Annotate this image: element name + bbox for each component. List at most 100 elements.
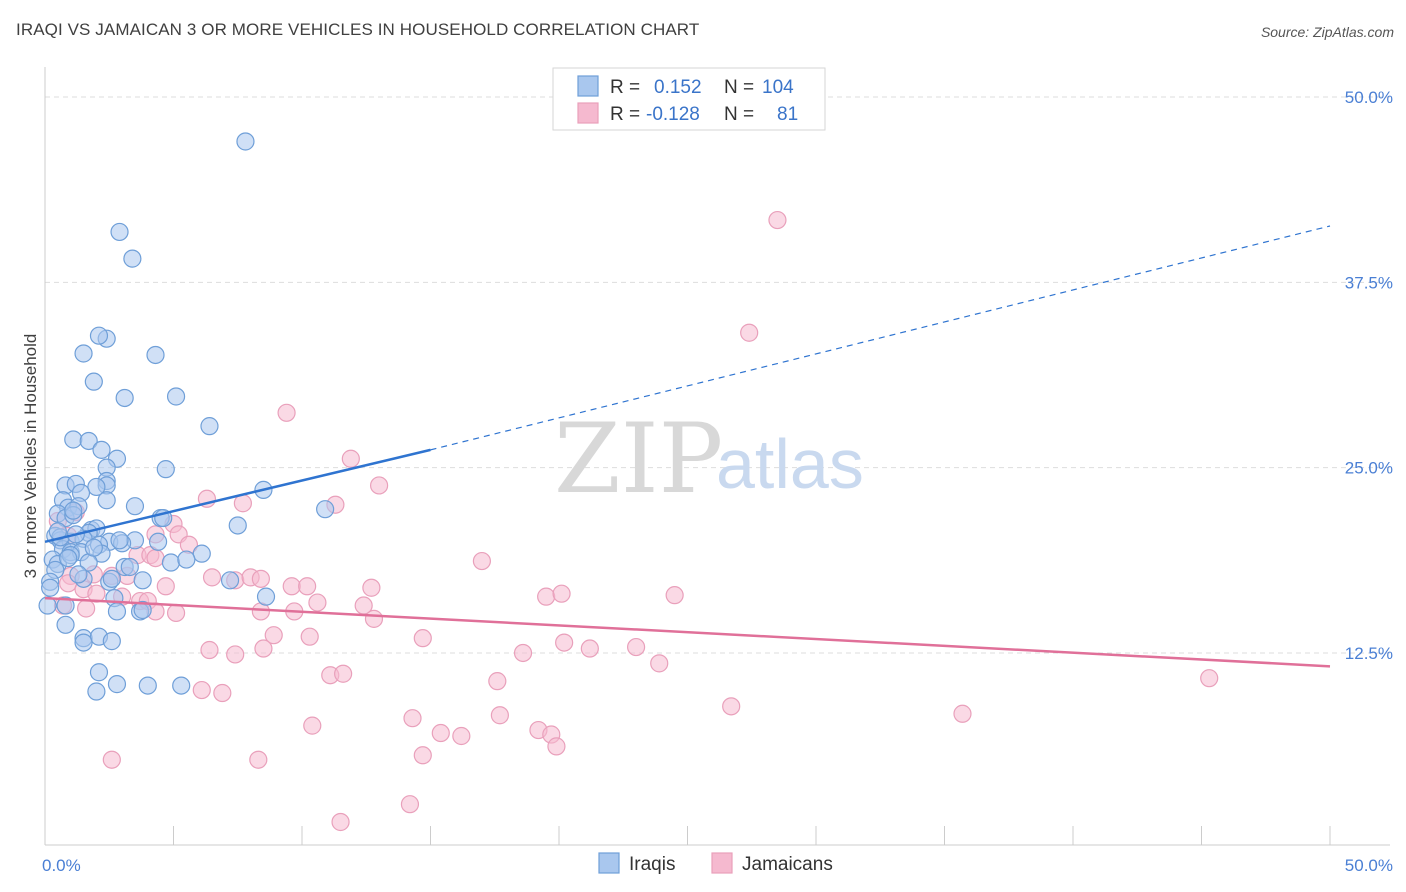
iraqi-point <box>148 532 168 551</box>
legend-n-label-jamaican: N = <box>724 104 754 125</box>
gridlines <box>45 96 1390 654</box>
jamaican-point <box>490 706 509 725</box>
iraqi-point <box>220 571 240 590</box>
iraqi-point <box>69 565 88 584</box>
iraqi-point <box>87 477 106 497</box>
jamaican-point <box>431 723 450 743</box>
source-label: Source: ZipAtlas.com <box>1260 24 1394 40</box>
jamaican-point <box>552 584 571 603</box>
iraqi-point <box>110 222 129 242</box>
jamaican-point <box>264 626 283 645</box>
jamaican-point <box>282 577 301 596</box>
trend-lines <box>44 225 1331 668</box>
watermark-zip: ZIP <box>554 403 723 515</box>
correlation-legend: R = 0.152 N = 104 R = -0.128 N = 81 <box>552 67 826 131</box>
bottom-legend-swatch-jamaicans <box>711 852 733 874</box>
x-tick-label-1: 50.0% <box>1345 856 1393 875</box>
jamaican-point <box>740 323 759 342</box>
y-tick-label-0: 12.5% <box>1345 644 1393 663</box>
iraqi-point <box>84 372 103 391</box>
watermark-atlas: atlas <box>716 425 864 503</box>
y-axis-label: 3 or more Vehicles in Household <box>21 334 40 579</box>
legend-swatch-iraqi <box>577 75 599 97</box>
jamaican-point <box>77 599 96 618</box>
bottom-legend-swatch-iraqis <box>598 852 620 874</box>
jamaican-point <box>537 587 556 606</box>
iraqi-point <box>200 417 219 436</box>
iraqi-trend-line <box>44 448 431 543</box>
iraqi-point <box>89 326 109 345</box>
x-tick-labels: 0.0% 50.0% <box>42 856 1393 875</box>
y-tick-label-3: 50.0% <box>1345 88 1393 107</box>
iraqi-point <box>110 531 129 550</box>
jamaican-point <box>370 476 389 495</box>
iraqi-point <box>115 388 134 408</box>
jamaican-point <box>202 568 222 587</box>
jamaican-point <box>87 584 106 603</box>
jamaican-point <box>331 812 350 832</box>
y-tick-label-1: 25.0% <box>1345 459 1393 478</box>
bottom-legend-label-iraqis: Iraqis <box>629 854 675 875</box>
iraqi-point <box>138 676 157 695</box>
legend-n-value-jamaican: 81 <box>777 104 798 125</box>
iraqi-point <box>64 430 83 449</box>
jamaican-point <box>953 704 972 723</box>
jamaican-point <box>722 697 741 716</box>
jamaican-point <box>298 577 317 596</box>
jamaican-point <box>403 709 422 728</box>
jamaican-point <box>555 633 574 652</box>
bottom-legend-label-jamaicans: Jamaicans <box>742 854 833 875</box>
jamaican-point <box>102 750 121 769</box>
legend-r-label-iraqi: R = <box>610 77 640 98</box>
jamaican-point <box>362 578 381 597</box>
jamaican-point <box>251 569 270 588</box>
jamaican-point <box>200 640 219 660</box>
iraqi-point <box>146 345 165 365</box>
legend-swatch-jamaican <box>577 102 599 124</box>
iraqi-point <box>97 491 116 510</box>
jamaican-point <box>308 593 327 612</box>
jamaican-point <box>277 403 296 422</box>
iraqi-point <box>236 132 255 151</box>
jamaican-point <box>547 737 566 756</box>
iraqi-point <box>102 632 121 651</box>
jamaican-point <box>452 726 471 746</box>
iraqi-point <box>102 569 121 588</box>
iraqi-point <box>41 578 60 597</box>
chart-title: IRAQI VS JAMAICAN 3 OR MORE VEHICLES IN … <box>16 20 700 39</box>
jamaican-point <box>488 672 507 691</box>
iraqi-point <box>79 431 98 451</box>
iraqi-trend-extension <box>430 225 1331 451</box>
jamaican-point <box>626 637 646 657</box>
series-legend: Iraqis Jamaicans <box>598 852 833 875</box>
iraqi-point <box>156 460 175 479</box>
jamaican-points <box>48 210 1219 832</box>
iraqi-point <box>107 602 127 621</box>
jamaican-point <box>156 577 175 596</box>
jamaican-point <box>166 603 186 623</box>
jamaican-point <box>334 664 353 683</box>
jamaican-point <box>192 680 211 700</box>
iraqi-point <box>125 497 145 516</box>
iraqi-point <box>133 600 152 620</box>
legend-r-label-jamaican: R = <box>610 104 640 125</box>
iraqi-point <box>56 615 75 634</box>
legend-n-value-iraqi: 104 <box>762 77 794 98</box>
iraqi-point <box>107 675 127 694</box>
iraqi-point <box>120 557 139 577</box>
iraqi-point <box>133 571 152 590</box>
jamaican-point <box>254 639 273 658</box>
jamaican-point <box>413 746 432 765</box>
jamaican-point <box>249 750 268 769</box>
iraqi-point <box>316 500 335 519</box>
iraqi-point <box>74 633 93 652</box>
iraqi-point <box>256 587 276 606</box>
jamaican-point <box>364 609 384 628</box>
iraqi-points <box>38 132 335 701</box>
legend-r-value-iraqi: 0.152 <box>654 77 702 98</box>
axes <box>44 67 1390 846</box>
iraqi-point <box>166 387 186 406</box>
iraqi-point <box>192 544 211 563</box>
iraqi-point <box>177 550 196 569</box>
